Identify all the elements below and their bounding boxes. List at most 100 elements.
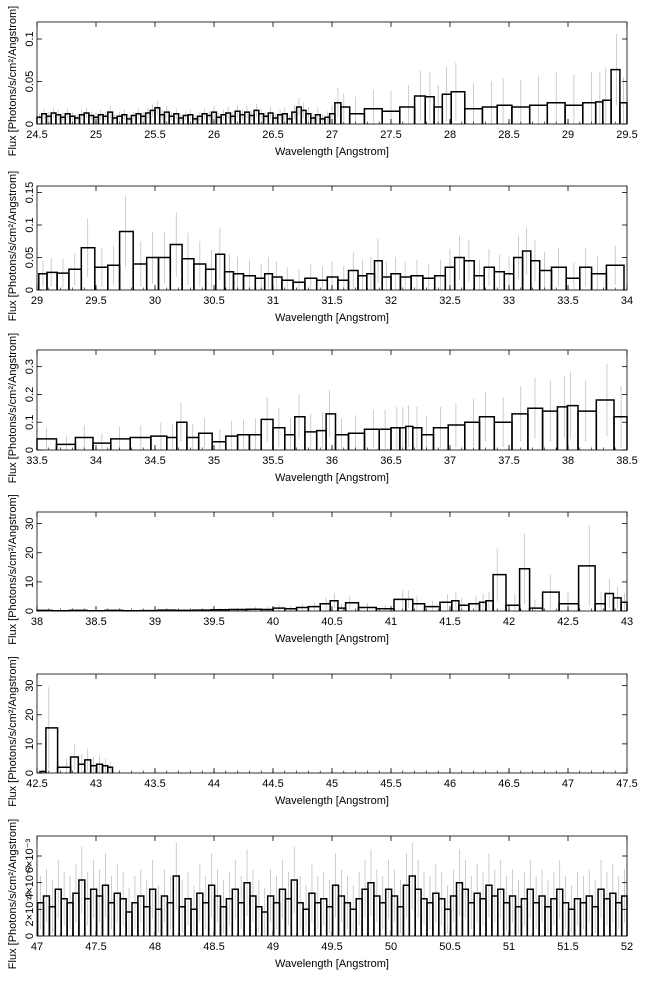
spectrum-bin bbox=[373, 260, 383, 290]
spectrum-bin bbox=[399, 106, 416, 124]
spectrum-panel-3: 33.5 34 34.5 35 35.5 36 36.5 37 37.5 38 38.5 0 0.1 0.… bbox=[7, 333, 638, 484]
x-tick-label: 34 bbox=[621, 295, 633, 307]
spectrum-bin bbox=[254, 277, 266, 290]
spectrum-bin bbox=[450, 90, 466, 124]
y-tick-label: 0 bbox=[24, 121, 36, 127]
spectrum-bin bbox=[393, 598, 407, 611]
x-tick-label: 48 bbox=[149, 941, 161, 953]
x-tick-label: 47 bbox=[31, 941, 43, 953]
spectrum-bin bbox=[347, 432, 366, 450]
x-tick-label: 52 bbox=[621, 941, 633, 953]
spectrum-bin bbox=[420, 433, 435, 450]
spectrum-bin bbox=[110, 438, 131, 450]
y-tick-label: 0.1 bbox=[24, 415, 36, 430]
spectrum-bin bbox=[478, 415, 496, 450]
y-tick-label: 0.1 bbox=[24, 217, 36, 232]
x-tick-label: 40.5 bbox=[321, 616, 342, 628]
x-axis-label: Wavelength [Angstrom] bbox=[275, 958, 389, 970]
x-tick-label: 50 bbox=[385, 941, 397, 953]
y-tick-label: 4×10⁻³ bbox=[24, 865, 36, 900]
spectrum-bin bbox=[605, 264, 625, 290]
x-tick-label: 45 bbox=[326, 778, 338, 790]
spectrum-bin bbox=[518, 568, 531, 611]
spectrum-bin bbox=[334, 433, 350, 450]
spectrum-bin bbox=[271, 276, 283, 290]
spectrum-bin bbox=[511, 413, 529, 450]
x-tick-label: 33.5 bbox=[26, 455, 47, 467]
x-tick-label: 29 bbox=[31, 295, 43, 307]
y-tick-label: 0.05 bbox=[24, 247, 36, 268]
y-tick-label: 10 bbox=[24, 738, 36, 750]
y-tick-label: 30 bbox=[24, 518, 36, 530]
spectrum-panel-4: 38 38.5 39 39.5 40 40.5 41 41.5 42 42.5 43 0 10 20 30 W… bbox=[7, 494, 633, 645]
spectrum-bin bbox=[613, 415, 628, 450]
x-tick-label: 31.5 bbox=[321, 295, 342, 307]
spectrum-bin bbox=[315, 279, 329, 290]
spectrum-bin bbox=[390, 427, 401, 450]
spectrum-bin bbox=[399, 276, 412, 290]
x-tick-label: 43.5 bbox=[144, 778, 165, 790]
spectrum-bin bbox=[94, 266, 109, 290]
spectrum-bin bbox=[166, 436, 178, 450]
x-tick-label: 47 bbox=[562, 778, 574, 790]
spectrum-bin bbox=[447, 424, 466, 450]
y-tick-label: 2×10⁻³ bbox=[24, 892, 36, 927]
spectrum-bin bbox=[107, 766, 114, 773]
x-tick-label: 28 bbox=[444, 129, 456, 141]
x-tick-label: 30 bbox=[149, 295, 161, 307]
x-tick-label: 44 bbox=[208, 778, 220, 790]
x-tick-label: 42 bbox=[503, 616, 515, 628]
x-tick-label: 34 bbox=[90, 455, 102, 467]
x-tick-label: 37 bbox=[444, 455, 456, 467]
spectrum-bin bbox=[232, 273, 245, 290]
x-tick-label: 42.5 bbox=[26, 778, 47, 790]
x-tick-label: 39 bbox=[149, 616, 161, 628]
x-tick-label: 46 bbox=[444, 778, 456, 790]
x-axis-label: Wavelength [Angstrom] bbox=[275, 312, 389, 324]
spectrum-bin bbox=[458, 604, 470, 611]
spectrum-bin bbox=[556, 406, 569, 450]
y-tick-label: 6×10⁻³ bbox=[24, 839, 36, 874]
x-tick-label: 38.5 bbox=[616, 455, 637, 467]
x-tick-label: 47.5 bbox=[616, 778, 637, 790]
x-tick-label: 33.5 bbox=[557, 295, 578, 307]
spectrum-panel-5: 42.5 43 43.5 44 44.5 45 45.5 46 46.5 47 47.5 0 10 20 3… bbox=[7, 656, 638, 807]
x-tick-label: 51 bbox=[503, 941, 515, 953]
x-tick-label: 27 bbox=[326, 129, 338, 141]
x-tick-label: 38 bbox=[31, 616, 43, 628]
y-axis-label: Flux [Photons/s/cm²/Angstrom] bbox=[7, 6, 19, 156]
x-tick-label: 35.5 bbox=[262, 455, 283, 467]
y-tick-label: 0.2 bbox=[24, 387, 36, 402]
spectrum-bin bbox=[344, 602, 360, 611]
spectrum-bin bbox=[577, 410, 598, 450]
spectrum-bin bbox=[594, 101, 604, 124]
x-tick-label: 41 bbox=[385, 616, 397, 628]
x-axis-label: Wavelength [Angstrom] bbox=[275, 146, 389, 158]
spectrum-bin bbox=[176, 421, 188, 450]
x-tick-label: 35 bbox=[208, 455, 220, 467]
spectrum-bin bbox=[582, 102, 597, 124]
spectrum-bin bbox=[340, 106, 351, 124]
x-tick-label: 31 bbox=[267, 295, 279, 307]
x-tick-label: 29.5 bbox=[85, 295, 106, 307]
spectrum-bin bbox=[348, 113, 366, 124]
x-tick-label: 48.5 bbox=[203, 941, 224, 953]
x-tick-label: 39.5 bbox=[203, 616, 224, 628]
y-tick-label: 0 bbox=[24, 608, 36, 614]
spectrum-bin bbox=[485, 600, 494, 611]
x-tick-label: 45.5 bbox=[380, 778, 401, 790]
spectrum-bin bbox=[150, 435, 168, 450]
y-tick-label: 0 bbox=[24, 933, 36, 939]
plot-frame bbox=[36, 673, 628, 774]
spectrum-bin bbox=[538, 269, 553, 290]
spectrum-bin bbox=[558, 602, 580, 611]
spectrum-bin bbox=[595, 399, 615, 450]
spectrum-bin bbox=[528, 607, 544, 611]
x-tick-label: 49.5 bbox=[321, 941, 342, 953]
y-tick-label: 0.15 bbox=[24, 182, 36, 203]
x-tick-label: 41.5 bbox=[439, 616, 460, 628]
spectrum-bin bbox=[464, 421, 481, 450]
spectrum-bin bbox=[620, 601, 628, 611]
y-tick-label: 0 bbox=[24, 287, 36, 293]
spectrum-bin bbox=[118, 230, 134, 290]
